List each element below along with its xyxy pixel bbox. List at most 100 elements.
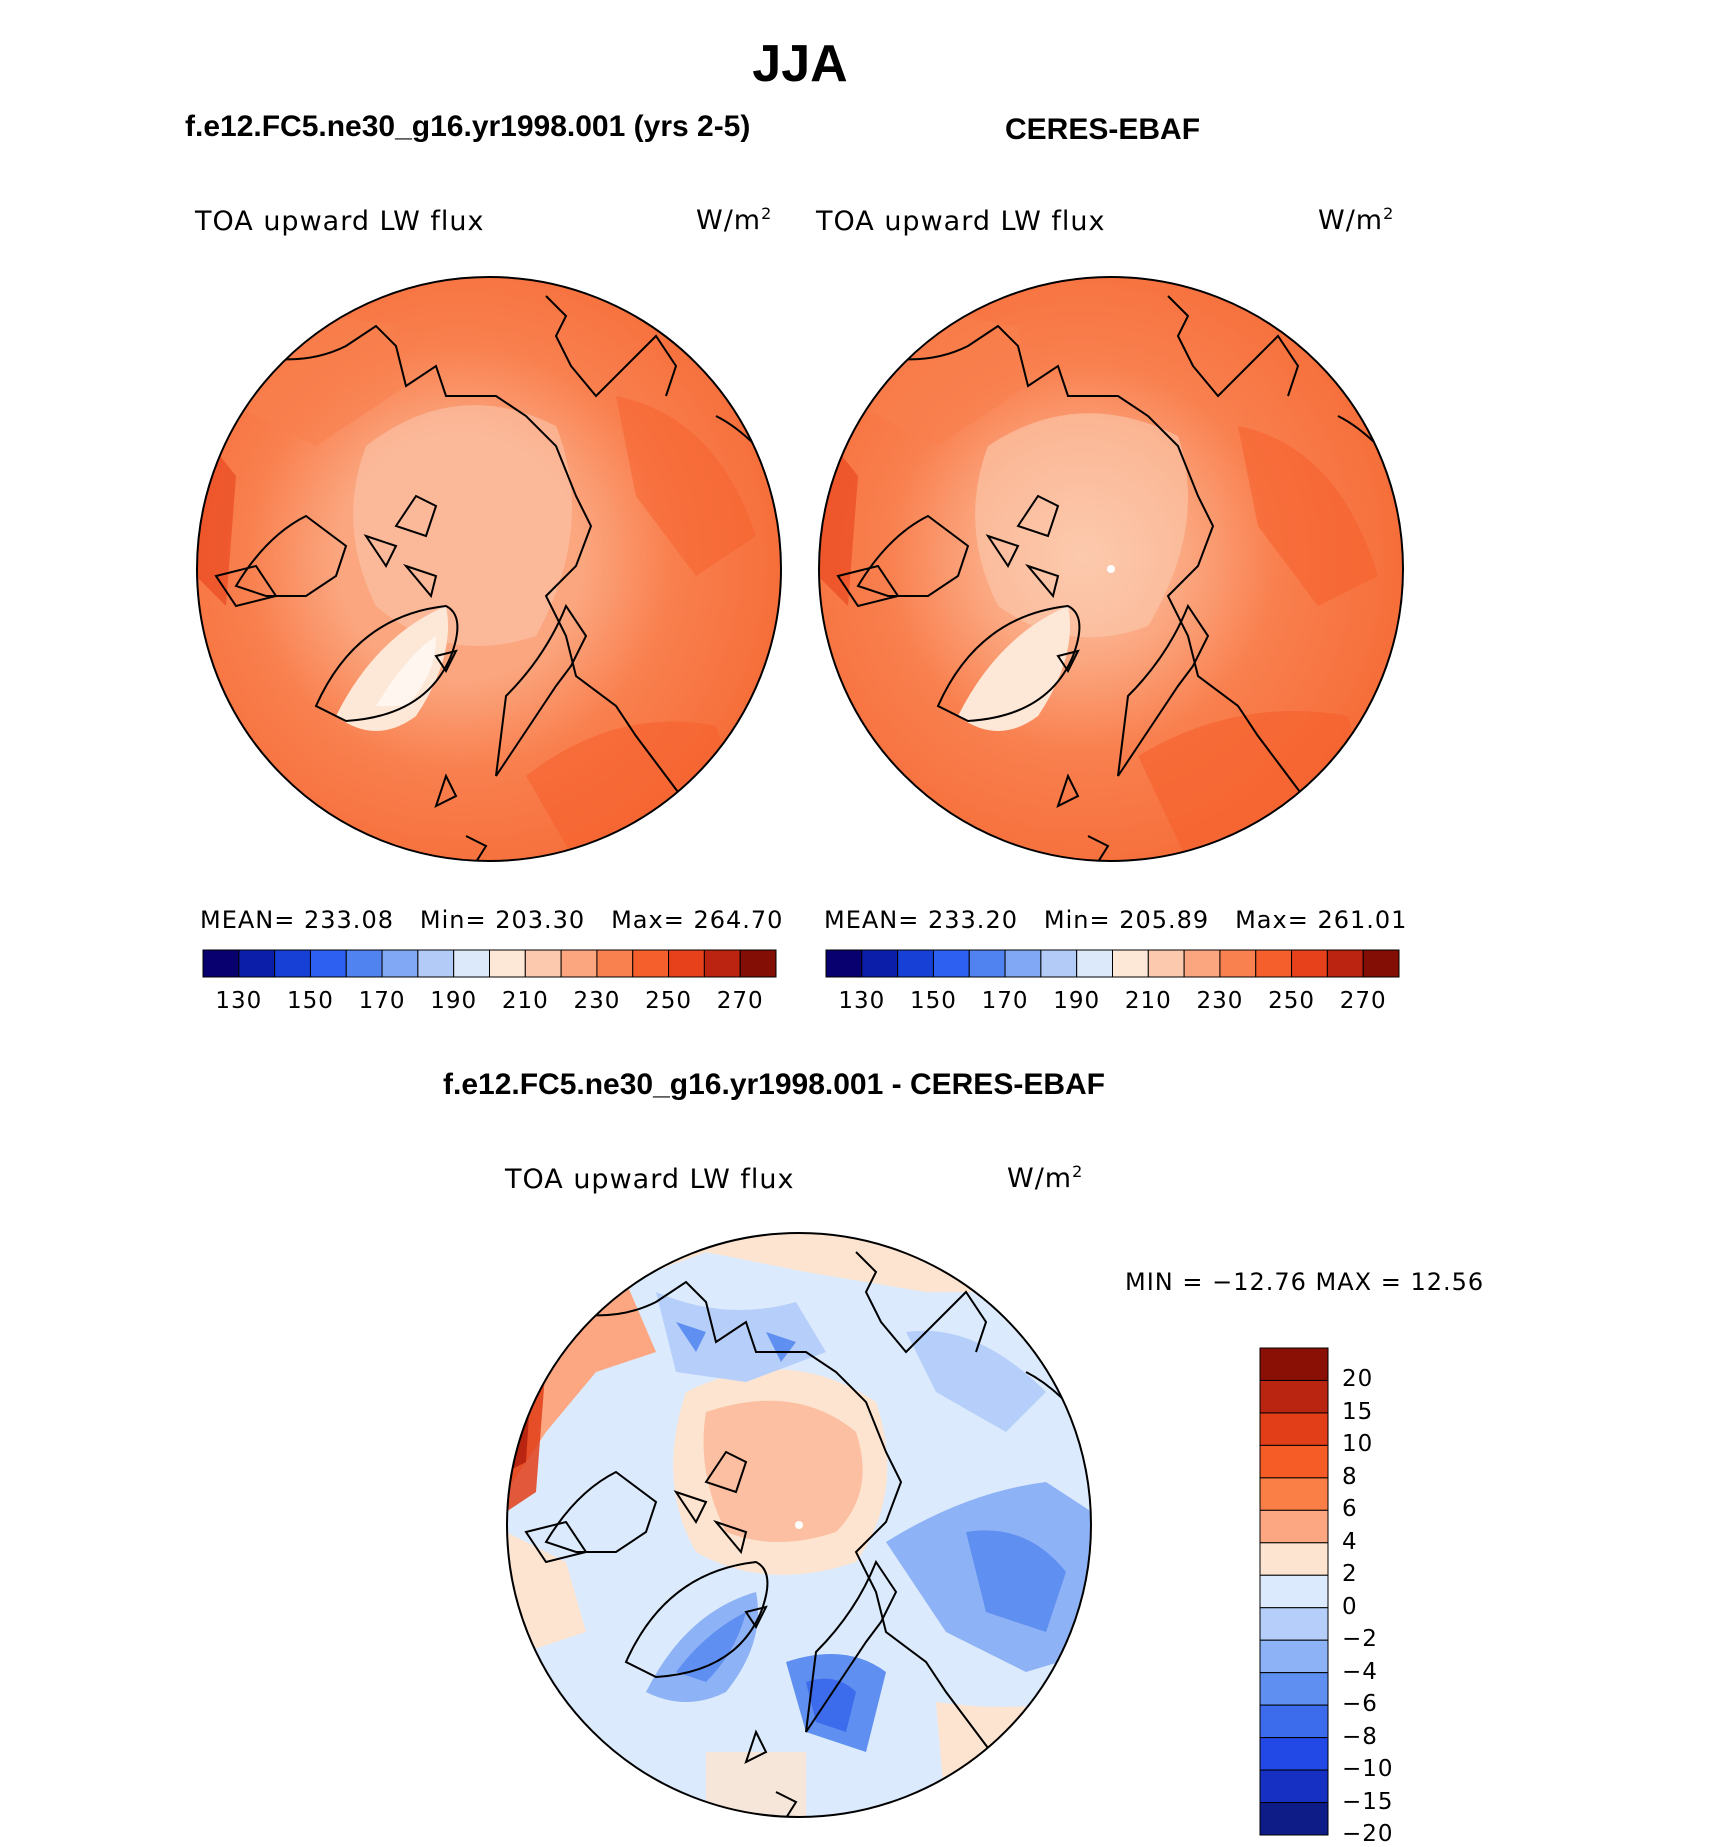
colorbar-swatch: [1259, 1802, 1329, 1836]
colorbar-swatch: [1259, 1542, 1329, 1576]
panel2-colorbar-ticks: 130 150 170 190 210 230 250 270: [826, 988, 1399, 1018]
panel2-colorbar: [825, 949, 1400, 978]
colorbar-swatch: [1259, 1347, 1329, 1381]
colorbar-tick-label: 6: [1342, 1496, 1358, 1523]
diff-polar-map: [506, 1232, 1092, 1818]
colorbar-tick-label: 130: [838, 988, 886, 1014]
colorbar-swatch: [1147, 949, 1185, 978]
colorbar-tick-label: −10: [1342, 1756, 1394, 1783]
panel2-heading: CERES-EBAF: [1005, 113, 1201, 146]
colorbar-swatch: [703, 949, 741, 978]
panel1-variable-label: TOA upward LW flux: [195, 206, 485, 237]
colorbar-tick-label: 250: [645, 988, 693, 1014]
diff-units: W/m2: [1007, 1162, 1084, 1194]
colorbar-tick-label: 8: [1342, 1463, 1358, 1490]
colorbar-swatch: [861, 949, 899, 978]
panel2-variable-label: TOA upward LW flux: [816, 206, 1106, 237]
colorbar-swatch: [345, 949, 383, 978]
colorbar-swatch: [1259, 1444, 1329, 1479]
colorbar-tick-label: 190: [1053, 988, 1101, 1014]
colorbar-swatch: [309, 949, 347, 978]
colorbar-swatch: [524, 949, 562, 978]
panel2-units: W/m2: [1318, 204, 1395, 236]
colorbar-swatch: [274, 949, 311, 978]
colorbar-swatch: [825, 949, 863, 978]
colorbar-tick-label: 170: [981, 988, 1029, 1014]
colorbar-swatch: [668, 949, 705, 978]
colorbar-swatch: [1259, 1737, 1329, 1771]
colorbar-swatch: [968, 949, 1006, 978]
colorbar-tick-label: 150: [909, 988, 957, 1014]
colorbar-swatch: [489, 949, 526, 978]
colorbar-swatch: [739, 949, 777, 978]
colorbar-swatch: [1004, 949, 1042, 978]
colorbar-swatch: [1259, 1477, 1329, 1511]
colorbar-swatch: [1183, 949, 1221, 978]
colorbar-tick-label: −4: [1342, 1658, 1378, 1685]
colorbar-tick-label: 210: [1124, 988, 1172, 1014]
panel1-colorbar-ticks: 130 150 170 190 210 230 250 270: [203, 988, 776, 1018]
colorbar-swatch: [1259, 1769, 1329, 1804]
colorbar-tick-label: 150: [286, 988, 334, 1014]
colorbar-swatch: [1259, 1704, 1329, 1739]
colorbar-tick-label: −8: [1342, 1723, 1378, 1750]
colorbar-swatch: [1362, 949, 1400, 978]
colorbar-swatch: [632, 949, 670, 978]
panel1-polar-map: [196, 276, 782, 862]
colorbar-tick-label: 270: [1339, 988, 1387, 1014]
colorbar-swatch: [1219, 949, 1257, 978]
panel2-stats: MEAN= 233.20 Min= 205.89 Max= 261.01: [824, 906, 1408, 934]
colorbar-tick-label: 230: [573, 988, 621, 1014]
diff-colorbar-ticks: 20 15 10 8 6 4 2 0 −2 −4 −6 −8 −10 −15 −20: [1342, 1348, 1422, 1847]
colorbar-swatch: [1259, 1607, 1329, 1641]
diff-variable-label: TOA upward LW flux: [505, 1164, 795, 1195]
panel1-colorbar: [202, 949, 777, 978]
colorbar-swatch: [1259, 1672, 1329, 1706]
diff-heading: f.e12.FC5.ne30_g16.yr1998.001 - CERES-EB…: [443, 1068, 1105, 1101]
colorbar-tick-label: 130: [215, 988, 263, 1014]
colorbar-swatch: [596, 949, 634, 978]
colorbar-swatch: [202, 949, 240, 978]
diff-minmax: MIN = −12.76 MAX = 12.56: [1125, 1268, 1485, 1296]
panel1-units: W/m2: [696, 204, 773, 236]
colorbar-swatch: [1112, 949, 1149, 978]
colorbar-tick-label: 170: [358, 988, 406, 1014]
colorbar-swatch: [932, 949, 970, 978]
figure-title: JJA: [752, 35, 848, 93]
colorbar-swatch: [1259, 1639, 1329, 1674]
colorbar-swatch: [1259, 1412, 1329, 1446]
colorbar-swatch: [1326, 949, 1364, 978]
colorbar-tick-label: 4: [1342, 1528, 1358, 1555]
colorbar-swatch: [1259, 1509, 1329, 1544]
colorbar-swatch: [453, 949, 490, 978]
colorbar-swatch: [560, 949, 598, 978]
colorbar-swatch: [1255, 949, 1293, 978]
colorbar-tick-label: 190: [430, 988, 478, 1014]
panel1-heading: f.e12.FC5.ne30_g16.yr1998.001 (yrs 2-5): [185, 110, 751, 143]
colorbar-tick-label: 20: [1342, 1366, 1374, 1393]
colorbar-tick-label: 2: [1342, 1561, 1358, 1588]
colorbar-swatch: [238, 949, 276, 978]
colorbar-tick-label: 270: [716, 988, 764, 1014]
colorbar-tick-label: 250: [1268, 988, 1316, 1014]
colorbar-swatch: [1259, 1379, 1329, 1414]
colorbar-tick-label: 230: [1196, 988, 1244, 1014]
colorbar-swatch: [897, 949, 934, 978]
diff-colorbar: [1259, 1347, 1329, 1836]
colorbar-swatch: [1040, 949, 1078, 978]
panel2-polar-map: [818, 276, 1404, 862]
colorbar-tick-label: 15: [1342, 1398, 1374, 1425]
colorbar-tick-label: 210: [501, 988, 549, 1014]
panel1-stats: MEAN= 233.08 Min= 203.30 Max= 264.70: [200, 906, 784, 934]
colorbar-tick-label: −2: [1342, 1626, 1378, 1653]
colorbar-tick-label: −15: [1342, 1788, 1394, 1815]
colorbar-tick-label: 10: [1342, 1431, 1374, 1458]
colorbar-tick-label: −20: [1342, 1821, 1394, 1847]
colorbar-swatch: [381, 949, 419, 978]
colorbar-tick-label: 0: [1342, 1593, 1358, 1620]
colorbar-swatch: [1259, 1574, 1329, 1609]
colorbar-swatch: [1076, 949, 1113, 978]
colorbar-swatch: [417, 949, 455, 978]
colorbar-swatch: [1291, 949, 1328, 978]
colorbar-tick-label: −6: [1342, 1691, 1378, 1718]
